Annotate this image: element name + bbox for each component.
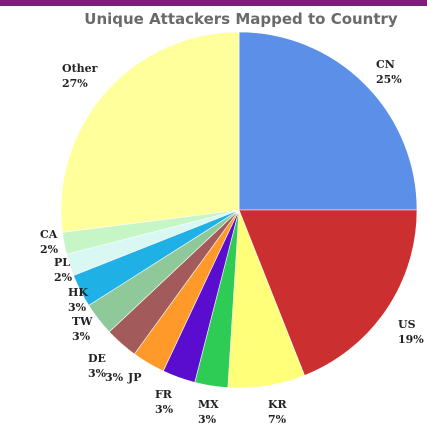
slice-label-other: Other (62, 62, 98, 75)
slice-value-label-de: 3% (88, 367, 107, 380)
slice-value-label-kr: 7% (268, 413, 287, 426)
slice-value-label-pl: 2% (54, 271, 73, 284)
slice-label-cn: CN (376, 58, 395, 71)
slice-label-tw: TW (72, 315, 93, 328)
slice-value-label-ca: 2% (40, 243, 59, 256)
slice-value-label-fr: 3% (155, 403, 174, 416)
chart-title: Unique Attackers Mapped to Country (84, 10, 398, 28)
slice-label-kr: KR (268, 398, 288, 411)
slice-value-label-hk: 3% (68, 301, 87, 314)
slice-label-mx: MX (198, 398, 219, 411)
slice-value-label-mx: 3% (198, 413, 217, 426)
slice-label-pl: PL (54, 256, 70, 269)
top-banner-strip (0, 0, 427, 6)
pie-slice-us (238, 209, 418, 376)
slice-value-label-us: 19% (398, 333, 424, 346)
slice-label-ca: CA (40, 228, 58, 241)
slice-label-hk: HK (68, 286, 88, 299)
pie-slice-other (60, 31, 240, 233)
pie-slice-cn (238, 31, 418, 211)
slice-value-label-tw: 3% (72, 330, 91, 343)
slice-value-label-cn: 25% (376, 73, 402, 86)
pie-slices (60, 31, 418, 389)
slice-label-jp: JP (127, 371, 141, 384)
slice-label-us: US (398, 318, 416, 331)
slice-value-label-jp: 3% (105, 371, 124, 384)
slice-value-label-other: 27% (62, 77, 88, 90)
slice-label-fr: FR (155, 388, 173, 401)
slice-label-de: DE (88, 352, 106, 365)
